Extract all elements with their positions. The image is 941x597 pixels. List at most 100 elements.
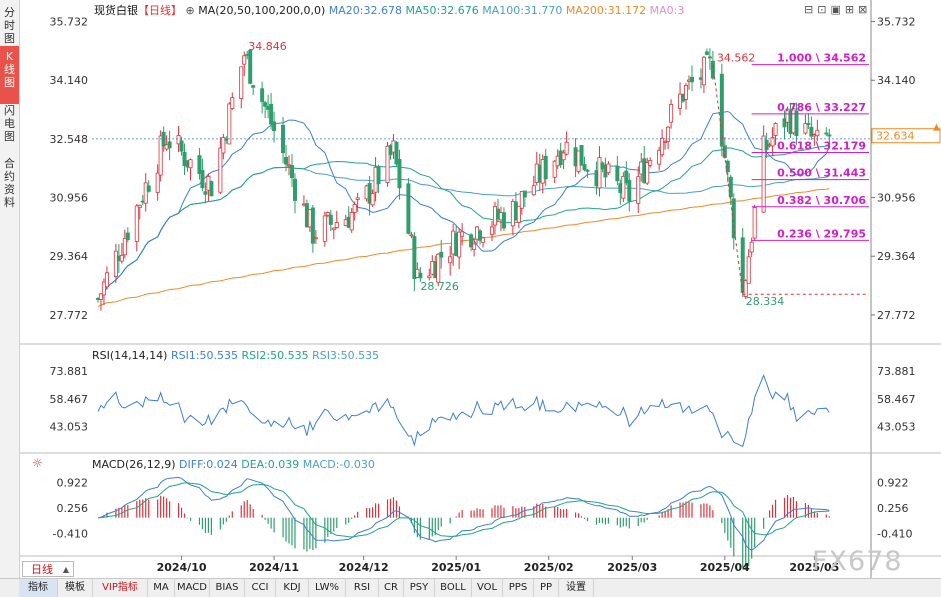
- window-icon[interactable]: ▣: [830, 3, 845, 16]
- restore-icon[interactable]: ⊡: [817, 3, 831, 16]
- candle-body-87: [457, 231, 462, 258]
- candle-body-141: [684, 85, 689, 100]
- candle-body-93: [481, 237, 486, 243]
- candle-body-150: [722, 145, 727, 158]
- candle-body-25: [200, 169, 205, 189]
- candle-body-26: [203, 191, 208, 195]
- sidebar-tab-3[interactable]: 合约资料: [4, 157, 15, 209]
- candle-body-53: [313, 237, 318, 240]
- toolbar-item-6[interactable]: CCI: [245, 579, 276, 597]
- candle-body-63: [355, 197, 360, 200]
- toolbar-item-12[interactable]: BOLL: [435, 579, 472, 597]
- candle-body-24: [197, 155, 202, 174]
- x-tick-label-0: 2024/10: [157, 561, 207, 574]
- candle-body-4: [113, 250, 118, 277]
- toolbar-item-15[interactable]: PP: [534, 579, 559, 597]
- maximize-icon[interactable]: ⊞: [844, 3, 859, 16]
- sidebar-tab-0[interactable]: 分时图: [4, 6, 15, 45]
- high-label-1: 34.846: [248, 40, 286, 53]
- candle-body-143: [689, 76, 694, 83]
- candle-body-126: [621, 175, 626, 199]
- rsi-tick-right-1: 58.467: [877, 393, 916, 406]
- x-tick-label-1: 2024/11: [249, 561, 299, 574]
- toolbar-item-3[interactable]: MA: [148, 579, 175, 597]
- candle-body-104: [531, 185, 536, 196]
- chart-canvas[interactable]: 现货白银【日线】 ⊕ MA(20,50,100,200,0,0) MA20:32…: [20, 0, 941, 578]
- bottom-toolbar: 指标 模板 VIP指标 MA MACD BIAS CCI KDJ LW% RSI CR PSY BOLL…: [0, 578, 941, 597]
- chevron-up-icon: ▲: [62, 565, 69, 574]
- candle-body-112: [561, 152, 566, 161]
- toolbar-item-11[interactable]: PSY: [404, 579, 435, 597]
- price-tick-left-1: 34.140: [50, 74, 89, 87]
- candle-body-43: [272, 121, 277, 132]
- candle-body-174: [824, 132, 829, 135]
- ma-value-3: MA200:31.172: [566, 4, 650, 17]
- toolbar-item-0[interactable]: 指标: [19, 579, 58, 597]
- toolbar-item-9[interactable]: RSI: [346, 579, 379, 597]
- period-selector[interactable]: 日线 ▲: [22, 561, 74, 577]
- price-tick-right-5: 27.772: [877, 309, 916, 322]
- toolbar-item-10[interactable]: CR: [379, 579, 404, 597]
- candle-body-83: [439, 251, 444, 258]
- macd-dea-line: [97, 482, 830, 538]
- candle-body-89: [469, 234, 474, 248]
- macd-value-0: DIFF:0.024: [179, 458, 241, 471]
- candle-body-123: [606, 163, 611, 174]
- candle-body-52: [310, 207, 315, 244]
- candle-body-137: [666, 126, 671, 142]
- candle-body-145: [701, 56, 706, 86]
- toolbar-item-1[interactable]: 模板: [58, 579, 93, 597]
- candle-body-158: [752, 207, 757, 239]
- fib-label-1: 0.786 \ 33.227: [777, 101, 866, 114]
- price-tick-left-0: 35.732: [50, 16, 89, 29]
- candle-body-155: [743, 280, 748, 297]
- candle-body-159: [761, 135, 766, 213]
- candle-body-20: [179, 140, 184, 152]
- macd-diff-line: [97, 476, 830, 551]
- toolbar-item-16[interactable]: 设置: [559, 579, 594, 597]
- x-tick-label-3: 2025/01: [431, 561, 481, 574]
- close-icon[interactable]: ⊠: [858, 3, 872, 16]
- candle-body-82: [436, 253, 441, 283]
- current-price-marker-icon: ▲: [933, 123, 940, 133]
- candle-body-132: [645, 162, 650, 184]
- candle-body-68: [376, 165, 381, 185]
- candle-body-75: [409, 234, 414, 237]
- candle-body-23: [188, 159, 193, 169]
- toolbar-item-14[interactable]: PPS: [503, 579, 534, 597]
- toolbar-item-4[interactable]: MACD: [175, 579, 210, 597]
- minimize-icon[interactable]: ⊟: [804, 3, 818, 16]
- macd-value-1: DEA:0.039: [241, 458, 302, 471]
- candle-body-74: [406, 183, 411, 234]
- candle-body-127: [624, 170, 629, 184]
- period-tag: 【日线】: [138, 3, 182, 17]
- ma-value-4: MA0:3: [650, 4, 685, 17]
- x-tick-label-5: 2025/03: [607, 561, 657, 574]
- candle-body-148: [710, 60, 715, 79]
- toolbar-item-13[interactable]: VOL: [472, 579, 503, 597]
- candle-body-128: [627, 180, 632, 202]
- candle-body-48: [292, 178, 297, 201]
- candle-body-10: [137, 204, 142, 208]
- toolbar-item-8[interactable]: LW%: [309, 579, 346, 597]
- candle-body-149: [719, 73, 724, 147]
- toolbar-item-5[interactable]: BIAS: [210, 579, 245, 597]
- candle-body-116: [579, 145, 584, 166]
- sidebar-tab-2[interactable]: 闪电图: [4, 104, 15, 143]
- toolbar-item-7[interactable]: KDJ: [276, 579, 309, 597]
- rsi-line: [97, 374, 830, 448]
- rsi-value-0: RSI1:50.535: [171, 349, 242, 362]
- macd-title: MACD(26,12,9): [92, 458, 179, 471]
- toolbar-item-2[interactable]: VIP指标: [93, 579, 148, 597]
- candle-body-34: [239, 66, 244, 99]
- rsi-title: RSI(14,14,14): [92, 349, 171, 362]
- candle-body-57: [331, 227, 336, 231]
- candle-body-2: [101, 281, 106, 296]
- window-tool-icons[interactable]: ⊟⊡▣⊞⊠: [804, 3, 871, 16]
- fib-label-3: 0.500 \ 31.443: [777, 167, 866, 180]
- candle-body-92: [478, 230, 483, 241]
- x-tick-label-6: 2025/04: [700, 561, 750, 574]
- macd-header: MACD(26,12,9) DIFF:0.024 DEA:0.039 MACD:…: [92, 458, 375, 471]
- candle-body-147: [707, 56, 712, 59]
